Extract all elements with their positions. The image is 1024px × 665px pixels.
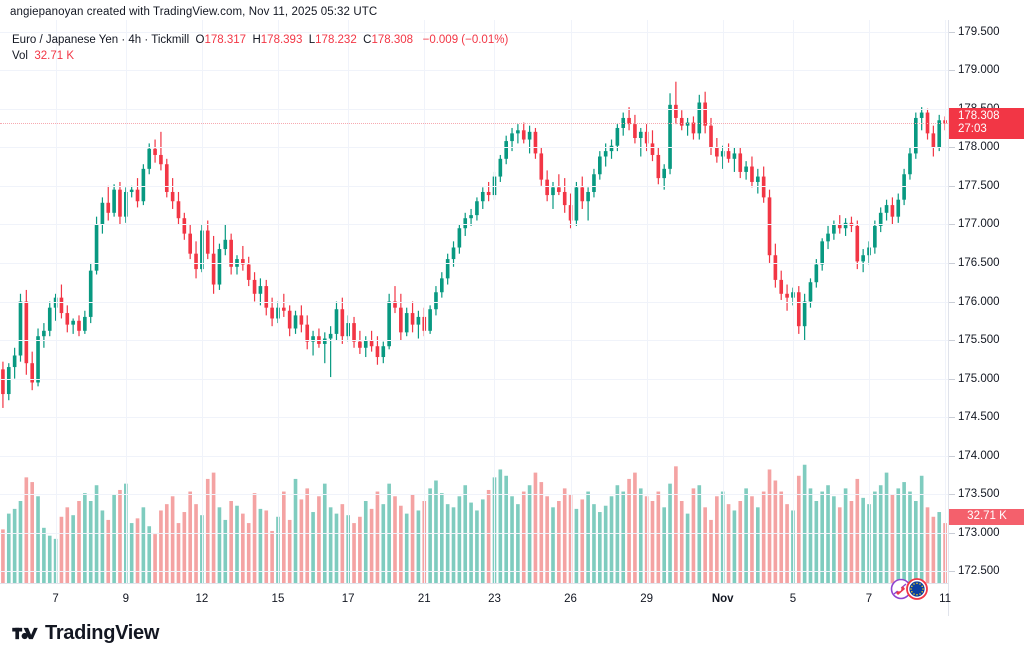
price-tick-label: 174.000	[958, 449, 1000, 462]
grid-line-horizontal	[0, 301, 948, 303]
grid-line-horizontal	[0, 108, 948, 110]
grid-line-horizontal	[0, 494, 948, 496]
grid-line-vertical	[722, 20, 724, 583]
grid-line-horizontal	[0, 378, 948, 380]
time-tick-label: 9	[122, 593, 130, 605]
price-tick-dash	[949, 571, 955, 573]
attribution-text: angiepanoyan created with TradingView.co…	[10, 6, 378, 18]
time-tick-label: 12	[195, 593, 209, 605]
price-tick-label: 179.500	[958, 25, 1000, 38]
tradingview-footer[interactable]: TradingView	[12, 622, 159, 645]
grid-line-horizontal	[0, 532, 948, 534]
price-tick-dash	[949, 494, 955, 496]
price-tick-dash	[949, 532, 955, 534]
grid-line-vertical	[494, 20, 496, 583]
price-tick-label: 174.500	[958, 411, 1000, 424]
price-tick-label: 175.000	[958, 372, 1000, 385]
chart-plot-area[interactable]	[0, 20, 948, 583]
price-tick-label: 177.500	[958, 179, 1000, 192]
grid-line-horizontal	[0, 417, 948, 419]
price-tick-label: 173.500	[958, 488, 1000, 501]
current-price-value: 178.308	[958, 110, 1000, 123]
price-tick-dash	[949, 301, 955, 303]
time-tick-label: 23	[488, 593, 501, 605]
price-tick-dash	[949, 455, 955, 457]
price-tick-dash	[949, 262, 955, 264]
time-tick-label: Nov	[711, 593, 734, 605]
grid-line-horizontal	[0, 571, 948, 573]
price-tick-label: 172.500	[958, 565, 1000, 578]
grid-line-horizontal	[0, 340, 948, 342]
grid-line-horizontal	[0, 185, 948, 187]
grid-line-horizontal	[0, 31, 948, 33]
time-tick-label: 29	[640, 593, 654, 605]
eur-flag-icon	[906, 578, 928, 600]
price-tick-label: 179.000	[958, 64, 1000, 77]
grid-line-vertical	[55, 20, 57, 583]
current-price-badge: 178.308 27:03	[949, 108, 1024, 140]
grid-line-vertical	[646, 20, 648, 583]
grid-line-vertical	[570, 20, 572, 583]
time-tick-label: 11	[939, 593, 952, 605]
bar-countdown: 27:03	[958, 123, 987, 136]
volume-badge: 32.71 K	[949, 509, 1024, 526]
price-tick-dash	[949, 147, 955, 149]
time-tick-label: 7	[865, 593, 873, 605]
grid-line-horizontal	[0, 224, 948, 226]
price-scale[interactable]: 179.500179.000178.500178.000177.500177.0…	[948, 20, 1024, 616]
time-tick-label: 15	[271, 593, 285, 605]
price-tick-label: 177.000	[958, 218, 1000, 231]
price-tick-dash	[949, 340, 955, 342]
time-scale[interactable]: 7 9 12 15 17 21 23 26 29 Nov 5 7 11	[0, 583, 952, 617]
time-tick-label: 21	[417, 593, 431, 605]
grid-line-vertical	[424, 20, 426, 583]
grid-line-vertical	[125, 20, 127, 583]
time-tick-label: 5	[789, 593, 797, 605]
grid-line-horizontal	[0, 455, 948, 457]
grid-line-vertical	[792, 20, 794, 583]
grid-line-vertical	[869, 20, 870, 583]
grid-line-vertical	[945, 20, 947, 583]
price-tick-label: 175.500	[958, 334, 1000, 347]
time-tick-label: 26	[564, 593, 577, 605]
grid-line-vertical	[277, 20, 279, 583]
price-tick-label: 176.500	[958, 256, 1000, 269]
currency-flag-badges	[886, 576, 932, 602]
grid-line-horizontal	[0, 262, 948, 264]
price-tick-label: 176.000	[958, 295, 1000, 308]
tradingview-logo-icon	[12, 627, 38, 640]
current-price-line	[0, 123, 948, 125]
chart-frame: Euro / Japanese Yen · 4h · Tickmill O178…	[0, 20, 1024, 617]
price-tick-dash	[949, 378, 955, 380]
price-tick-label: 173.000	[958, 526, 1000, 539]
grid-line-vertical	[348, 20, 350, 583]
price-tick-dash	[949, 31, 955, 33]
price-tick-label: 178.000	[958, 141, 1000, 154]
grid-line-vertical	[201, 20, 203, 583]
price-tick-dash	[949, 224, 955, 226]
time-tick-label: 17	[341, 593, 355, 605]
price-tick-dash	[949, 185, 955, 187]
grid-line-horizontal	[0, 147, 948, 149]
price-tick-dash	[949, 417, 955, 419]
grid-line-horizontal	[0, 70, 948, 72]
candlestick-series	[1, 81, 947, 583]
price-tick-dash	[949, 70, 955, 72]
time-tick-label: 7	[52, 593, 59, 605]
tradingview-wordmark: TradingView	[45, 622, 160, 644]
